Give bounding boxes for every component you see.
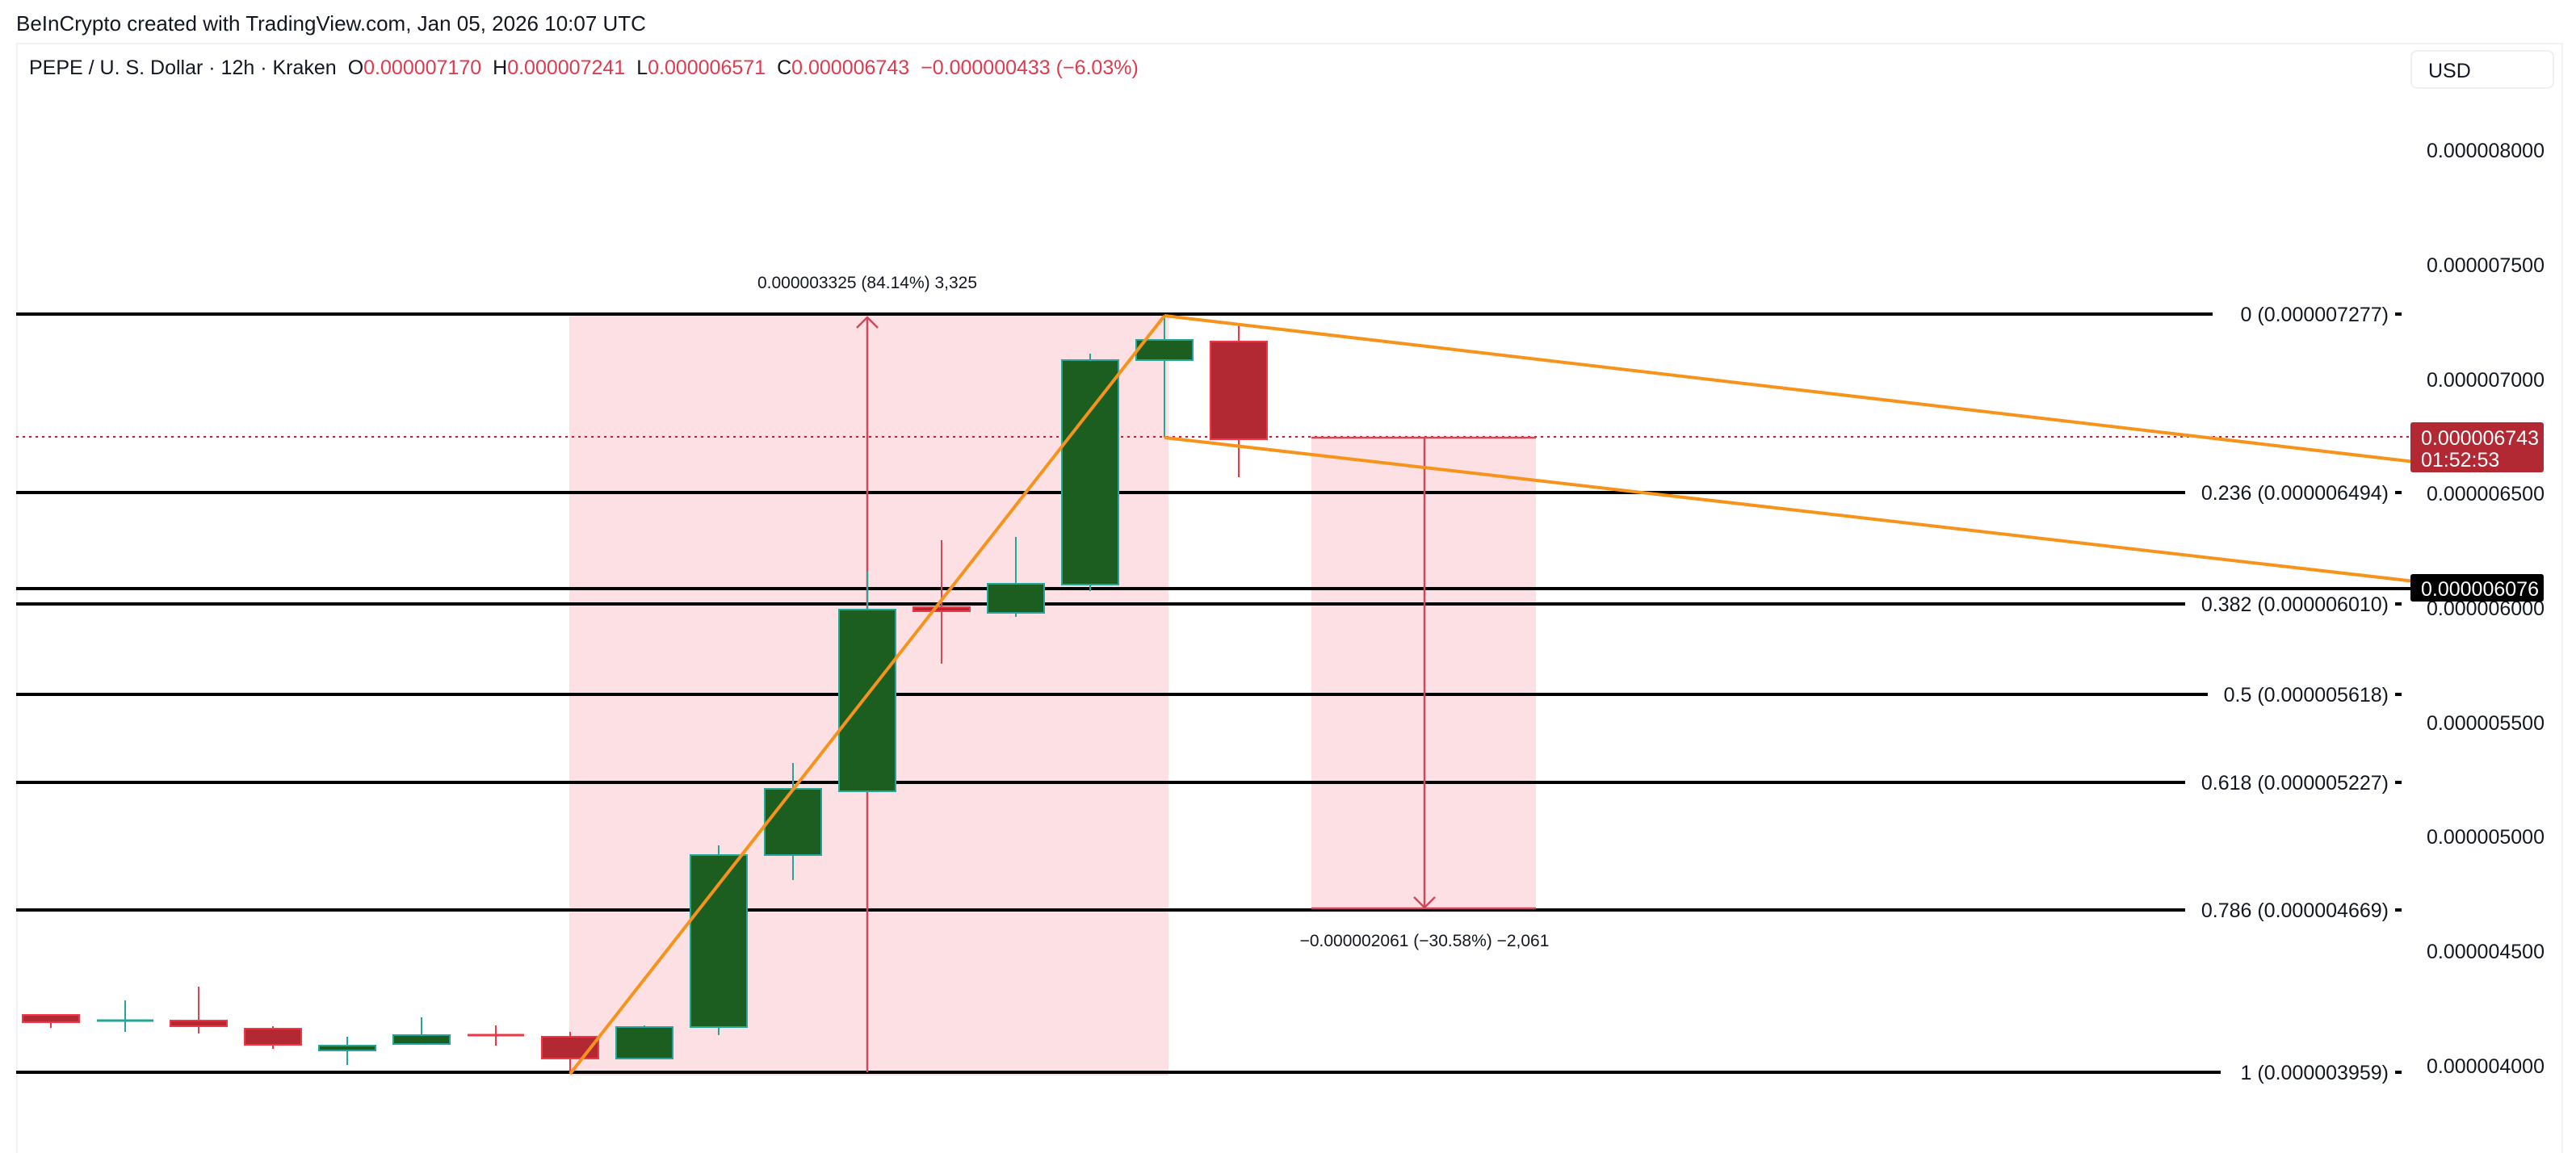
low-key: L — [636, 57, 648, 79]
candle-up — [764, 763, 822, 880]
trendlines — [568, 314, 2415, 1075]
trendline-price-tag: 0.000006076 — [2410, 574, 2544, 602]
candle-doji — [468, 1025, 524, 1046]
fib-ticks — [2395, 312, 2402, 1074]
open-value: 0.000007170 — [363, 57, 482, 79]
candle-down — [244, 1026, 302, 1049]
svg-text:0.000006743: 0.000006743 — [2421, 427, 2539, 450]
close-value: 0.000006743 — [791, 57, 910, 79]
fib-label-1: 1 (0.000003959) — [2241, 1062, 2389, 1084]
candle-up — [318, 1037, 376, 1065]
measure-label-down: −0.000002061 (−30.58%) −2,061 — [1300, 932, 1550, 950]
close-key: C — [777, 57, 792, 79]
price-tick: 0.000007000 — [2427, 369, 2545, 392]
price-tick: 0.000007500 — [2427, 254, 2545, 277]
symbol-title[interactable]: PEPE / U. S. Dollar · 12h · Kraken — [29, 57, 337, 79]
svg-text:01:52:53: 01:52:53 — [2421, 449, 2499, 472]
svg-text:0.000006076: 0.000006076 — [2421, 578, 2539, 601]
high-key: H — [493, 57, 508, 79]
candle-down — [22, 1014, 80, 1028]
lower-descending-trendline — [1164, 436, 2415, 583]
candle-up — [838, 572, 896, 792]
price-tick: 0.000004500 — [2427, 941, 2545, 963]
fib-label-0786: 0.786 (0.000004669) — [2201, 899, 2389, 922]
ohlc-legend: PEPE / U. S. Dollar · 12h · Kraken O0.000… — [29, 57, 1139, 80]
price-tick: 0.000005000 — [2427, 826, 2545, 849]
price-axis[interactable]: 0.000008000 0.000007500 0.000007000 0.00… — [2427, 140, 2545, 1078]
price-tick: 0.000005500 — [2427, 712, 2545, 735]
candle-current — [1210, 324, 1268, 477]
open-key: O — [347, 57, 364, 79]
high-value: 0.000007241 — [507, 57, 626, 79]
low-value: 0.000006571 — [648, 57, 766, 79]
rising-trendline — [568, 314, 1166, 1075]
change-value: −0.000000433 (−6.03%) — [921, 57, 1139, 79]
candle-down — [170, 987, 228, 1034]
currency-button[interactable]: USD — [2410, 50, 2554, 89]
price-tick: 0.000008000 — [2427, 140, 2545, 162]
measure-arrow-down — [1311, 436, 1536, 910]
fib-label-0618: 0.618 (0.000005227) — [2201, 772, 2389, 795]
upper-descending-trendline — [1164, 314, 2415, 463]
candle-doji — [97, 1000, 153, 1032]
candle-up — [615, 1025, 673, 1059]
candle-up — [1061, 354, 1119, 591]
candle-up — [690, 845, 748, 1035]
price-tick: 0.000004000 — [2427, 1055, 2545, 1078]
price-tick: 0.000006500 — [2427, 483, 2545, 505]
chart-panel[interactable] — [16, 43, 2563, 1153]
candle-up — [392, 1017, 451, 1045]
chart-credit: BeInCrypto created with TradingView.com,… — [16, 11, 646, 36]
fib-label-0382: 0.382 (0.000006010) — [2201, 593, 2389, 616]
candle-up — [987, 537, 1045, 617]
fib-label-0236: 0.236 (0.000006494) — [2201, 482, 2389, 505]
current-price-tag: 0.000006743 01:52:53 — [2410, 422, 2544, 472]
measure-label-up: 0.000003325 (84.14%) 3,325 — [757, 274, 977, 292]
fib-label-0: 0 (0.000007277) — [2241, 304, 2389, 326]
fib-label-05: 0.5 (0.000005618) — [2224, 684, 2389, 706]
